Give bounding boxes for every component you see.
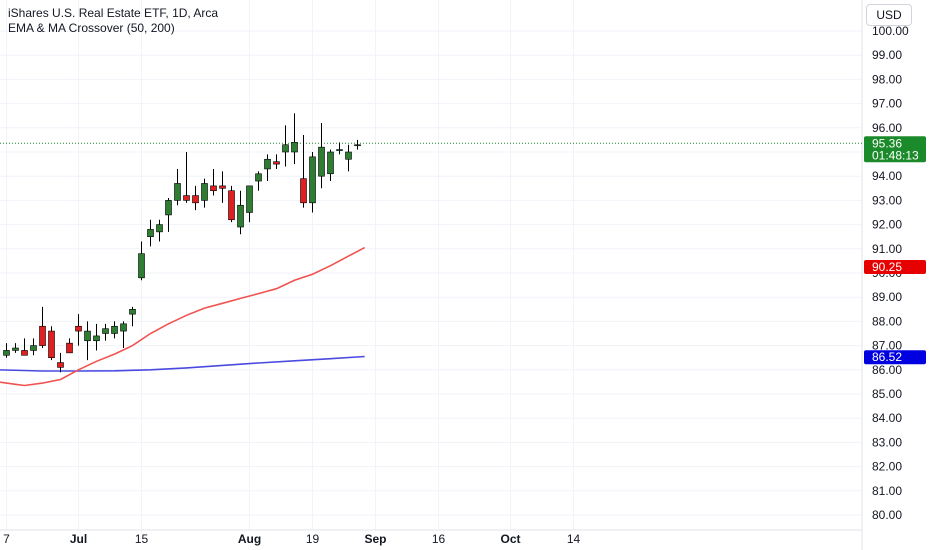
candle-body (174, 183, 181, 201)
candle-body (354, 144, 361, 147)
candle-body (282, 144, 289, 153)
candle-body (21, 350, 28, 356)
last-price-tag-countdown: 01:48:13 (872, 148, 919, 162)
candle-body (327, 151, 334, 175)
candle-body (237, 204, 244, 228)
price-tick-label: 98.00 (872, 72, 902, 86)
price-tick-label: 83.00 (872, 435, 902, 449)
candle-body (39, 325, 46, 346)
candle-body (12, 347, 19, 351)
ma-price-tag (864, 350, 926, 365)
time-tick-label: 16 (432, 532, 446, 546)
candle-body (93, 335, 100, 342)
candle-body (3, 350, 10, 356)
candle-body (201, 183, 208, 201)
time-tick-label: Sep (364, 532, 386, 546)
price-tick-label: 94.00 (872, 169, 902, 183)
candle-body (120, 323, 127, 332)
candle-body (84, 330, 91, 342)
price-tick-label: 88.00 (872, 314, 902, 328)
candle-body (192, 195, 199, 204)
candle-body (111, 325, 118, 334)
chart-legend: iShares U.S. Real Estate ETF, 1D, Arca E… (8, 6, 218, 36)
price-tick-label: 85.00 (872, 387, 902, 401)
price-tick-label: 96.00 (872, 121, 902, 135)
price-tick-label: 89.00 (872, 290, 902, 304)
price-tick-label: 87.00 (872, 339, 902, 353)
price-tick-label: 82.00 (872, 460, 902, 474)
price-tick-label: 97.00 (872, 97, 902, 111)
price-tick-label: 99.00 (872, 48, 902, 62)
candle-body (165, 200, 172, 216)
ma-200-line (0, 355, 365, 372)
candle-body (147, 229, 154, 238)
price-tick-label: 86.00 (872, 363, 902, 377)
ema-price-tag-value: 90.25 (872, 260, 902, 274)
candle-body (255, 173, 262, 182)
price-tick-label: 91.00 (872, 242, 902, 256)
price-tick-label: 84.00 (872, 411, 902, 425)
candle-body (246, 185, 253, 213)
candle-body (264, 158, 271, 170)
candle-body (219, 185, 226, 189)
last-price-tag-value: 95.36 (872, 136, 902, 150)
currency-button[interactable]: USD (866, 4, 912, 26)
indicator-label: EMA & MA Crossover (50, 200) (8, 21, 175, 35)
candle-body (138, 253, 145, 279)
ma-price-tag-value: 86.52 (872, 350, 902, 364)
candle-body (57, 362, 64, 368)
candle-body (300, 178, 307, 204)
time-tick-label: 7 (3, 532, 10, 546)
ema-price-tag (864, 259, 926, 274)
price-tick-label: 80.00 (872, 508, 902, 522)
time-tick-label: Oct (500, 532, 520, 546)
price-tick-label: 93.00 (872, 193, 902, 207)
candle-body (156, 224, 163, 233)
symbol-title: iShares U.S. Real Estate ETF, 1D, Arca (8, 6, 219, 20)
candle-body (336, 149, 343, 151)
candle-body (129, 308, 136, 315)
candle-body (48, 330, 55, 358)
time-tick-label: 15 (135, 532, 149, 546)
candle-body (309, 156, 316, 204)
candle-body (291, 142, 298, 153)
time-tick-label: 19 (306, 532, 320, 546)
candle-body (183, 195, 190, 201)
candle-body (75, 325, 82, 332)
ema-50-line (0, 246, 366, 387)
candle-body (210, 185, 217, 192)
time-tick-label: 14 (567, 532, 581, 546)
last-price-tag (864, 136, 926, 163)
candle-body (66, 342, 73, 354)
time-tick-label: Aug (238, 532, 261, 546)
candle-body (318, 146, 325, 177)
time-tick-label: Jul (70, 532, 87, 546)
price-tick-label: 92.00 (872, 218, 902, 232)
candle-body (102, 328, 109, 334)
candle-body (273, 161, 280, 165)
price-tick-label: 100.00 (872, 24, 909, 38)
price-tick-label: 81.00 (872, 484, 902, 498)
candle-body (345, 151, 352, 160)
candle-body (30, 345, 37, 351)
candle-body (228, 190, 235, 221)
